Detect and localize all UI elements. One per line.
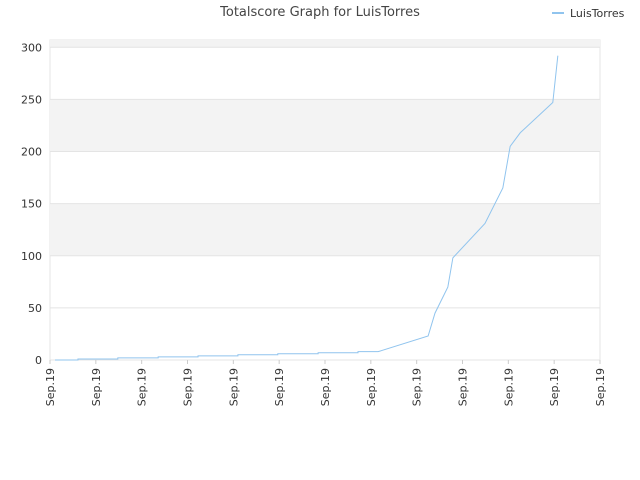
y-tick-label: 0: [35, 354, 42, 367]
y-tick-label: 50: [28, 302, 42, 315]
x-tick-label: Sep.19: [457, 368, 470, 406]
y-tick-label: 150: [21, 198, 42, 211]
legend-label: LuisTorres: [570, 7, 625, 20]
x-tick-label: Sep.19: [227, 368, 240, 406]
y-tick-label: 200: [21, 146, 42, 159]
y-tick-label: 300: [21, 41, 42, 54]
x-tick-label: Sep.19: [502, 368, 515, 406]
x-tick-label: Sep.19: [548, 368, 561, 406]
x-tick-label: Sep.19: [136, 368, 149, 406]
x-tick-label: Sep.19: [182, 368, 195, 406]
x-tick-label: Sep.19: [90, 368, 103, 406]
x-tick-label: Sep.19: [594, 368, 607, 406]
y-tick-label: 100: [21, 250, 42, 263]
plot-area: [49, 39, 601, 361]
x-tick-label: Sep.19: [273, 368, 286, 406]
grid-band: [50, 99, 600, 152]
chart-title: Totalscore Graph for LuisTorres: [219, 5, 420, 20]
grid-band: [50, 40, 600, 48]
x-tick-label: Sep.19: [411, 368, 424, 406]
x-tick-label: Sep.19: [365, 368, 378, 406]
y-tick-label: 250: [21, 93, 42, 106]
grid-band: [50, 203, 600, 256]
series-line: [55, 55, 559, 361]
x-tick-label: Sep.19: [319, 368, 332, 406]
x-tick-label: Sep.19: [44, 368, 57, 406]
